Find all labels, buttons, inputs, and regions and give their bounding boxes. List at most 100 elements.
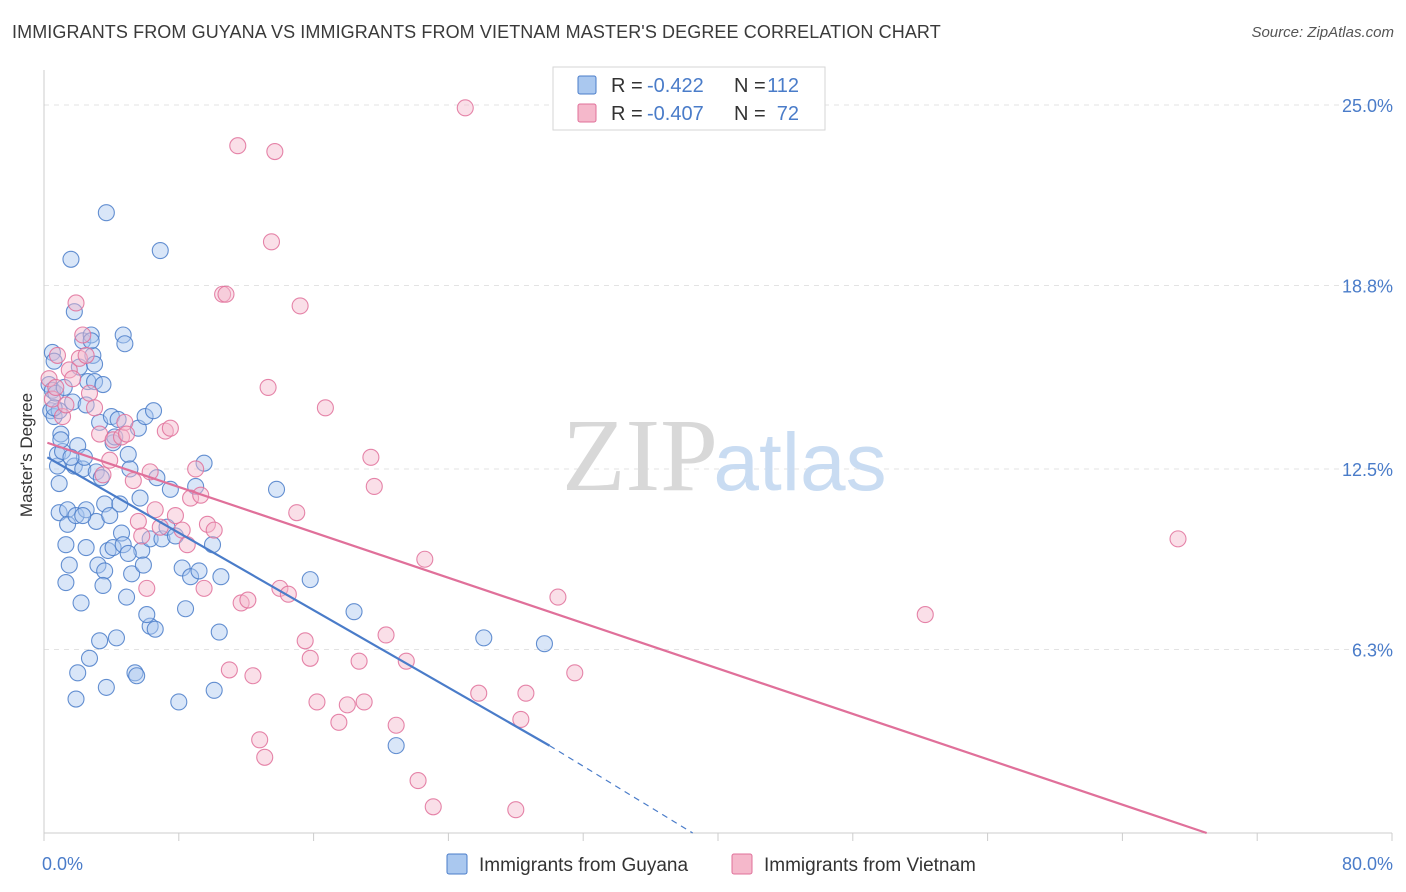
vietnam-point-47: [256, 748, 274, 766]
y-tick-labels: 6.3% 12.5% 18.8% 25.0%: [1342, 96, 1393, 661]
guyana-point-94: [267, 480, 286, 498]
guyana-point-109: [119, 544, 137, 562]
vietnam-point-26: [146, 501, 164, 519]
vietnam-point-58: [316, 399, 334, 417]
vietnam-point-73: [507, 801, 525, 819]
vietnam-point-29: [161, 419, 179, 437]
vietnam-point-23: [133, 527, 151, 545]
vietnam-point-56: [301, 649, 319, 667]
vietnam-point-41: [220, 661, 238, 679]
legend-r-value-vietnam: -0.407: [647, 103, 704, 125]
axes: [43, 70, 1393, 841]
guyana-point-89: [195, 454, 213, 472]
trend-lines: [46, 441, 1208, 835]
guyana-point-51: [99, 541, 117, 560]
guyana-point-90: [203, 536, 222, 554]
vietnam-point-57: [308, 693, 326, 711]
guyana-point-15: [57, 573, 75, 592]
trend-line-vietnam: [47, 441, 1208, 835]
vietnam-point-11: [77, 346, 95, 364]
guyana-point-12: [52, 425, 70, 443]
guyana-point-68: [128, 667, 146, 685]
vietnam-point-22: [129, 512, 147, 530]
vietnam-point-10: [74, 326, 92, 344]
vietnam-point-45: [244, 667, 262, 685]
vietnam-point-55: [296, 632, 314, 650]
vietnam-point-54: [291, 297, 309, 315]
guyana-point-95: [301, 571, 319, 589]
vietnam-point-37: [198, 515, 216, 533]
guyana-point-85: [176, 600, 195, 618]
guyana-point-57: [107, 629, 126, 647]
guyana-point-26: [69, 664, 87, 682]
guyana-point-64: [119, 445, 137, 463]
vietnam-point-24: [138, 579, 156, 597]
vietnam-point-30: [166, 507, 184, 525]
guyana-point-45: [91, 632, 109, 650]
vietnam-point-74: [512, 710, 530, 728]
guyana-point-103: [74, 507, 92, 525]
bottom-legend-label-guyana: Immigrants from Guyana: [479, 855, 688, 876]
vietnam-point-79: [1169, 530, 1187, 548]
guyana-point-72: [134, 556, 152, 574]
vietnam-point-40: [217, 285, 235, 303]
guyana-point-63: [118, 588, 136, 606]
vietnam-point-75: [517, 684, 535, 702]
vietnam-point-50: [266, 142, 284, 161]
guyana-point-98: [475, 629, 493, 647]
x-tick-label-1: 80.0%: [1342, 854, 1393, 874]
vietnam-point-13: [86, 399, 104, 417]
guyana-point-93: [212, 568, 230, 586]
guyana-point-16: [59, 501, 77, 519]
vietnam-point-68: [409, 772, 427, 790]
guyana-point-96: [345, 603, 363, 621]
legend-swatch-vietnam: [577, 103, 597, 123]
guyana-point-46: [92, 469, 110, 487]
guyana-point-23: [67, 507, 85, 525]
guyana-point-100: [97, 204, 115, 222]
guyana-point-19: [62, 250, 80, 268]
vietnam-point-60: [338, 696, 356, 714]
guyana-point-102: [57, 536, 75, 554]
source-credit: Source: ZipAtlas.com: [1251, 24, 1394, 41]
guyana-point-60: [114, 326, 132, 344]
bottom-legend-swatch-vietnam: [731, 853, 753, 875]
vietnam-point-6: [60, 361, 78, 379]
vietnam-point-38: [205, 521, 223, 539]
chart-title: IMMIGRANTS FROM GUYANA VS IMMIGRANTS FRO…: [12, 22, 941, 42]
guyana-point-61: [114, 536, 132, 554]
vietnam-point-63: [362, 448, 380, 466]
guyana-point-28: [72, 594, 90, 612]
vietnam-point-12: [80, 384, 99, 402]
vietnam-point-59: [330, 713, 348, 731]
vietnam-point-65: [377, 626, 395, 644]
vietnam-point-77: [566, 664, 584, 682]
watermark-atlas: atlas: [713, 417, 886, 508]
vietnam-point-70: [424, 798, 442, 816]
watermark-zip: ZIP: [562, 398, 718, 513]
vietnam-point-78: [916, 606, 934, 624]
guyana-point-70: [131, 489, 149, 507]
series-guyana-points: [40, 204, 553, 755]
legend-r-label-guyana: R =: [611, 75, 643, 97]
legend-n-value-guyana: 112: [767, 75, 799, 97]
grid-lines: [44, 104, 1392, 651]
vietnam-point-8: [67, 294, 85, 312]
legend-swatch-guyana: [577, 75, 597, 95]
vietnam-point-69: [416, 550, 434, 568]
vietnam-point-15: [94, 466, 112, 484]
y-axis-title: Master's Degree: [17, 393, 36, 517]
y-tick-label-1: 12.5%: [1342, 460, 1393, 480]
bottom-legend: Immigrants from Guyana Immigrants from V…: [446, 853, 976, 876]
vietnam-point-2: [47, 378, 65, 396]
watermark: ZIP atlas: [562, 398, 887, 513]
guyana-point-34: [77, 539, 95, 557]
bottom-legend-swatch-guyana: [446, 853, 468, 875]
guyana-point-47: [94, 375, 112, 394]
vietnam-point-28: [156, 422, 174, 440]
guyana-point-71: [133, 541, 151, 560]
guyana-point-73: [136, 408, 154, 426]
top-legend: R = -0.422 N = 112 R = -0.407 N = 72: [552, 66, 826, 131]
series-vietnam-points: [40, 99, 1187, 819]
